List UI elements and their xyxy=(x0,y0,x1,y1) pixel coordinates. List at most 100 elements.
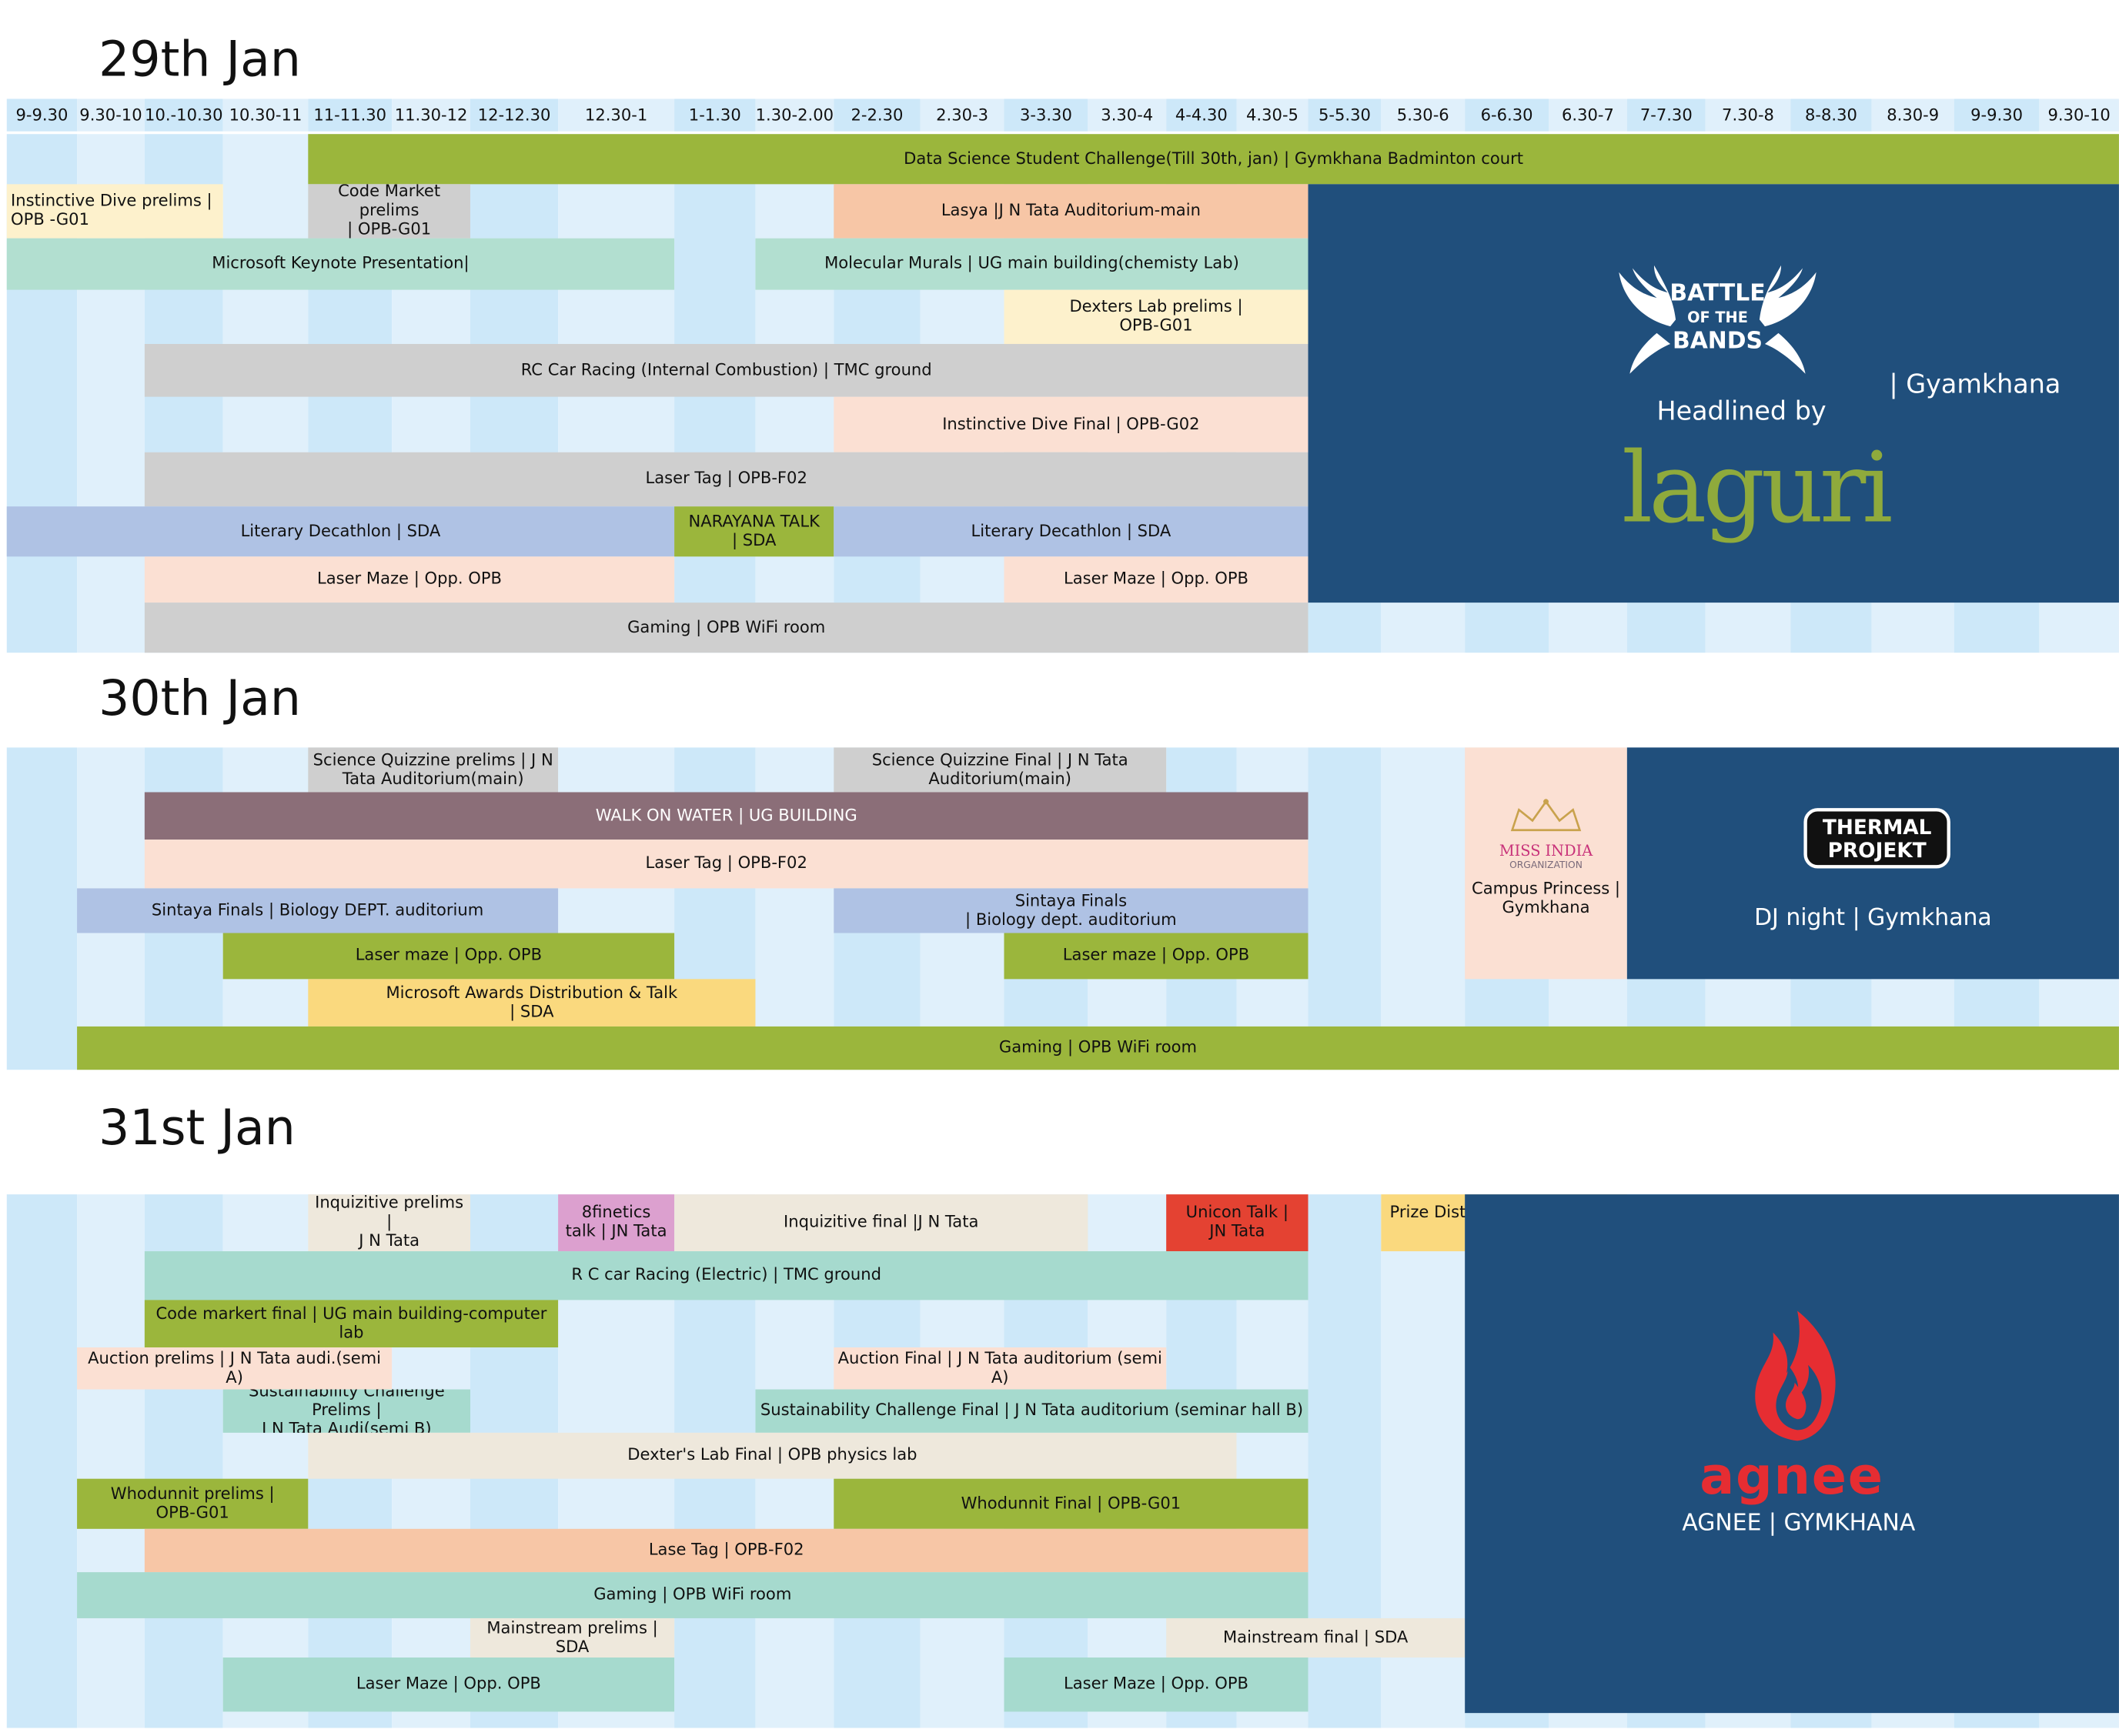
event-block: Microsoft Awards Distribution & Talk | S… xyxy=(308,979,756,1027)
campus-princess-cell: MISS INDIA ORGANIZATION Campus Princess … xyxy=(1465,747,1627,980)
event-block: Code Market prelims | OPB-G01 xyxy=(308,184,470,239)
grid-column-cell xyxy=(1308,747,1382,1070)
event-block: Gaming | OPB WiFi room xyxy=(77,1026,2119,1070)
time-slot-header-cell: 11.30-12 xyxy=(392,98,470,132)
event-block: Laser Maze | Opp. OPB xyxy=(144,556,675,603)
organization-logo-text: ORGANIZATION xyxy=(1509,860,1583,871)
grid-column-cell xyxy=(77,1194,145,1728)
event-block: Microsoft Keynote Presentation| xyxy=(6,238,675,290)
time-slot-header-cell: 7.30-8 xyxy=(1705,98,1791,132)
laguri-logo: laguri xyxy=(1621,430,1893,545)
battle-of-the-bands-panel: BATTLE OF THE BANDS Headlined by laguri … xyxy=(1308,184,2119,603)
event-block: Data Science Student Challenge(Till 30th… xyxy=(308,134,2119,185)
event-block: Code markert final | UG main building-co… xyxy=(144,1300,559,1348)
time-slot-header-cell: 2-2.30 xyxy=(834,98,921,132)
time-slot-header-cell: 9-9.30 xyxy=(6,98,78,132)
event-block: Lase Tag | OPB-F02 xyxy=(144,1528,1308,1573)
event-block: WALK ON WATER | UG BUILDING xyxy=(144,792,1308,840)
event-block: Whodunnit prelims | OPB-G01 xyxy=(77,1478,309,1529)
day-title-29: 29th Jan xyxy=(99,32,301,88)
thermal-projekt-logo: THERMAL PROJEKT xyxy=(1803,808,1950,869)
time-slot-header-cell: 8.30-9 xyxy=(1871,98,1954,132)
event-block: Instinctive Dive Final | OPB-G02 xyxy=(834,396,1308,452)
agnee-logo-text: agnee xyxy=(1700,1446,1884,1506)
event-block: Gaming | OPB WiFi room xyxy=(144,603,1308,653)
time-slot-header-cell: 6-6.30 xyxy=(1465,98,1549,132)
event-block: Laser Tag | OPB-F02 xyxy=(144,452,1308,507)
agnee-caption: AGNEE | GYMKHANA xyxy=(1682,1510,1916,1537)
event-block: Laser Maze | Opp. OPB xyxy=(1004,1657,1308,1712)
event-block: Sustainability Challenge Final | J N Tat… xyxy=(755,1389,1308,1433)
crown-icon xyxy=(1510,799,1582,832)
time-slot-header-cell: 11-11.30 xyxy=(308,98,393,132)
event-block: Inquizitive prelims | J N Tata xyxy=(308,1194,470,1252)
event-block: Mainstream prelims | SDA xyxy=(470,1617,675,1658)
event-block: Dexter's Lab Final | OPB physics lab xyxy=(308,1432,1237,1479)
venue-text: | Gyamkhana xyxy=(1889,369,2061,400)
campus-princess-label: Campus Princess | Gymkhana xyxy=(1471,879,1621,917)
event-block: Lasya |J N Tata Auditorium-main xyxy=(834,184,1308,239)
event-block: Laser Maze | Opp. OPB xyxy=(1004,556,1308,603)
day-title-30: 30th Jan xyxy=(99,671,301,728)
event-block: Laser Tag | OPB-F02 xyxy=(144,840,1308,889)
dj-night-caption: DJ night | Gymkhana xyxy=(1754,904,1992,932)
event-block: Unicon Talk | JN Tata xyxy=(1166,1194,1308,1252)
event-block: Science Quizzine Final | J N Tata Audito… xyxy=(834,747,1167,793)
svg-text:OF THE: OF THE xyxy=(1687,309,1748,326)
event-block: Science Quizzine prelims | J N Tata Audi… xyxy=(308,747,559,793)
time-slot-header-cell: 7-7.30 xyxy=(1626,98,1706,132)
time-slot-header-cell: 9.30-10 xyxy=(2039,98,2119,132)
event-block: Sintaya Finals | Biology dept. auditoriu… xyxy=(834,888,1308,933)
grid-column-cell xyxy=(1381,747,1466,1070)
time-slot-header-cell: 3-3.30 xyxy=(1004,98,1088,132)
wings-icon: BATTLE OF THE BANDS xyxy=(1619,265,1817,374)
time-slot-header-cell: 9.30-10 xyxy=(77,98,145,132)
grid-column-cell xyxy=(6,1194,78,1728)
time-slot-header-cell: 5.30-6 xyxy=(1381,98,1466,132)
event-block: 8finetics talk | JN Tata xyxy=(558,1194,675,1252)
day-title-31: 31st Jan xyxy=(99,1100,296,1157)
event-block: R C car Racing (Electric) | TMC ground xyxy=(144,1251,1308,1300)
event-block: Dexters Lab prelims | OPB-G01 xyxy=(1004,289,1308,344)
event-block: Laser maze | Opp. OPB xyxy=(1004,933,1308,980)
event-block: Literary Decathlon | SDA xyxy=(834,506,1308,557)
event-block: Literary Decathlon | SDA xyxy=(6,506,675,557)
svg-text:THERMAL: THERMAL xyxy=(1823,816,1932,840)
time-slot-header-cell: 1-1.30 xyxy=(674,98,756,132)
event-block: Laser maze | Opp. OPB xyxy=(222,933,675,980)
event-block: Molecular Murals | UG main building(chem… xyxy=(755,238,1308,290)
time-slot-header-cell: 1.30-2.00 xyxy=(755,98,834,132)
grid-column-cell xyxy=(6,747,78,1070)
time-slot-header-cell: 8-8.30 xyxy=(1790,98,1872,132)
time-slot-header-cell: 12.30-1 xyxy=(558,98,675,132)
time-slot-header-cell: 3.30-4 xyxy=(1088,98,1167,132)
time-slot-header-cell: 10.-10.30 xyxy=(144,98,223,132)
event-block: Gaming | OPB WiFi room xyxy=(77,1572,1308,1618)
event-block: Sintaya Finals | Biology DEPT. auditoriu… xyxy=(77,888,559,933)
svg-text:BATTLE: BATTLE xyxy=(1669,280,1765,307)
event-block: Auction prelims | J N Tata audi.(semi A) xyxy=(77,1347,393,1390)
time-slot-header-cell: 9-9.30 xyxy=(1954,98,2040,132)
svg-text:PROJEKT: PROJEKT xyxy=(1828,840,1927,863)
time-slot-header-cell: 4.30-5 xyxy=(1236,98,1308,132)
flame-icon xyxy=(1755,1310,1836,1441)
thermal-projekt-panel: THERMAL PROJEKT DJ night | Gymkhana xyxy=(1626,747,2119,980)
time-slot-header-cell: 12-12.30 xyxy=(470,98,559,132)
event-block: Auction Final | J N Tata auditorium (sem… xyxy=(834,1347,1167,1390)
event-block: NARAYANA TALK | SDA xyxy=(674,506,834,557)
event-block: Whodunnit Final | OPB-G01 xyxy=(834,1478,1308,1529)
time-slot-header-cell: 10.30-11 xyxy=(222,98,309,132)
time-slot-header-cell: 2.30-3 xyxy=(920,98,1004,132)
event-block: Mainstream final | SDA xyxy=(1166,1617,1466,1658)
svg-text:BANDS: BANDS xyxy=(1673,327,1763,354)
agnee-panel: agnee AGNEE | GYMKHANA xyxy=(1465,1194,2119,1714)
event-block: Instinctive Dive prelims | OPB -G01 xyxy=(6,184,223,239)
event-block: RC Car Racing (Internal Combustion) | TM… xyxy=(144,343,1308,397)
event-block: Sustainability Challenge Prelims | J N T… xyxy=(222,1389,470,1433)
time-slot-header-cell: 4-4.30 xyxy=(1166,98,1237,132)
event-block: Laser Maze | Opp. OPB xyxy=(222,1657,675,1712)
time-slot-header-cell: 5-5.30 xyxy=(1308,98,1382,132)
miss-india-logo-text: MISS INDIA xyxy=(1499,842,1593,860)
time-slot-header-cell: 6.30-7 xyxy=(1549,98,1627,132)
